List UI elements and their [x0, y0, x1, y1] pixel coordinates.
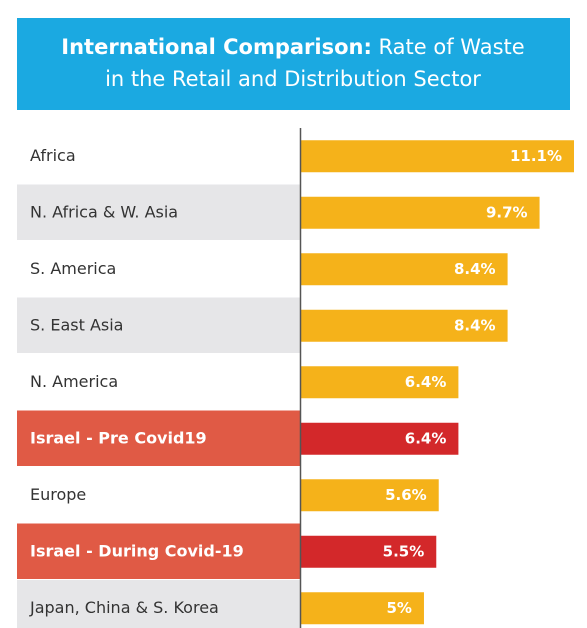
bar — [301, 592, 424, 625]
value-label: 9.7% — [486, 203, 528, 221]
y-tick-label: Japan, China & S. Korea — [29, 598, 219, 617]
value-label: 8.4% — [454, 260, 496, 278]
y-tick-label: Europe — [30, 485, 86, 504]
y-tick-label: S. America — [30, 259, 116, 278]
row-label-bg — [17, 354, 300, 410]
value-label: 6.4% — [405, 429, 447, 447]
row-label-bg — [17, 297, 300, 353]
y-tick-label: Israel - Pre Covid19 — [30, 428, 207, 447]
bar — [301, 479, 439, 512]
bar — [301, 253, 508, 286]
bar — [301, 366, 459, 399]
row-label-bg — [17, 241, 300, 297]
value-label: 5% — [387, 599, 412, 617]
bar — [301, 535, 437, 568]
value-label: 11.1% — [510, 147, 562, 165]
y-tick-label: S. East Asia — [30, 315, 123, 334]
value-label: 5.5% — [383, 542, 425, 560]
value-label: 5.6% — [385, 486, 427, 504]
title-rest: Rate of Waste — [372, 35, 525, 59]
row-label-bg — [17, 580, 300, 628]
bar — [301, 309, 508, 342]
row-label-bg — [17, 467, 300, 523]
bar — [301, 196, 540, 229]
row-label-bg — [17, 128, 300, 184]
row-label-bg — [17, 523, 300, 579]
y-tick-label: N. America — [30, 372, 118, 391]
value-label: 6.4% — [405, 373, 447, 391]
bar — [301, 422, 459, 455]
header — [17, 18, 570, 110]
y-tick-label: Israel - During Covid-19 — [30, 541, 244, 560]
y-tick-label: Africa — [30, 146, 76, 165]
chart-subtitle: in the Retail and Distribution Sector — [105, 67, 481, 91]
value-label: 8.4% — [454, 316, 496, 334]
row-label-bg — [17, 410, 300, 466]
row-label-bg — [17, 184, 300, 240]
bar — [301, 140, 574, 173]
chart-title: International Comparison: Rate of Waste — [61, 35, 524, 59]
title-bold: International Comparison: — [61, 35, 372, 59]
y-tick-label: N. Africa & W. Asia — [30, 202, 178, 221]
